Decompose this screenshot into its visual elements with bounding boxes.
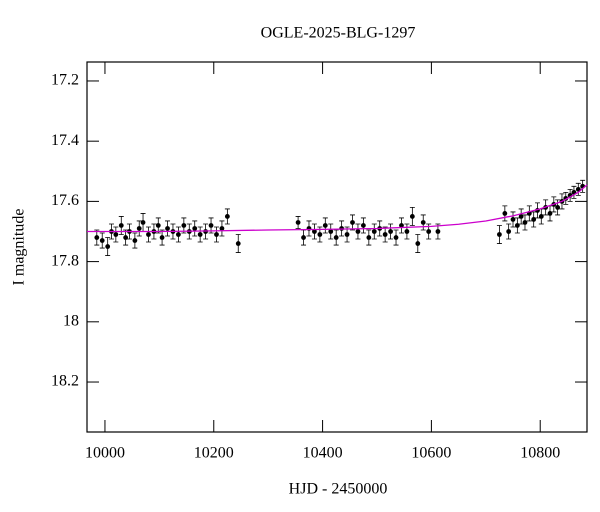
data-point	[132, 238, 138, 243]
x-axis-label: HJD - 2450000	[289, 481, 388, 498]
data-point	[399, 223, 404, 228]
x-tick-label: 10000	[85, 445, 125, 462]
model-curve	[87, 184, 588, 233]
data-point	[328, 229, 334, 234]
data-point	[155, 223, 161, 228]
data-point	[235, 241, 241, 246]
y-tick-label: 18.2	[51, 373, 79, 390]
data-point	[518, 214, 524, 219]
data-point	[118, 223, 124, 228]
data-point	[136, 226, 142, 231]
x-tick-label: 10600	[411, 445, 451, 462]
data-point	[538, 214, 544, 219]
y-tick-label: 17.2	[51, 72, 79, 89]
plot-frame	[86, 61, 588, 433]
x-tick-label: 10200	[194, 445, 234, 462]
data-point	[192, 226, 198, 231]
y-tick-label: 17.6	[51, 192, 79, 209]
data-point	[140, 220, 146, 225]
data-point	[197, 232, 203, 237]
data-point	[317, 232, 323, 237]
data-point	[176, 232, 181, 237]
data-point	[506, 229, 512, 234]
data-point	[214, 232, 219, 237]
data-point	[105, 244, 111, 249]
data-point	[146, 232, 151, 237]
data-point	[94, 235, 100, 240]
data-point	[514, 223, 520, 228]
data-point	[322, 223, 328, 228]
data-point	[350, 220, 355, 225]
data-point	[555, 205, 561, 210]
data-point	[435, 229, 441, 234]
data-point	[113, 232, 119, 237]
x-tick-label: 10400	[303, 445, 343, 462]
x-tick-label: 10800	[520, 445, 560, 462]
data-point	[388, 229, 393, 234]
y-axis-label: I magnitude	[11, 209, 28, 286]
data-point	[371, 229, 377, 234]
data-point	[393, 235, 399, 240]
chart-title: OGLE-2025-BLG-1297	[261, 25, 416, 42]
data-point	[360, 223, 366, 228]
data-point	[497, 232, 502, 237]
data-point	[355, 229, 361, 234]
y-tick-label: 17.4	[51, 132, 79, 149]
data-point	[415, 241, 421, 246]
data-point	[312, 229, 317, 234]
data-point	[420, 220, 426, 225]
data-point	[382, 232, 388, 237]
y-tick-label: 18	[63, 312, 79, 329]
data-point	[295, 220, 301, 225]
data-point	[510, 217, 516, 222]
data-point	[547, 211, 553, 216]
data-point	[409, 214, 415, 219]
data-point	[159, 235, 165, 240]
data-point	[208, 223, 214, 228]
data-point	[224, 214, 230, 219]
data-point	[522, 220, 528, 225]
data-point	[366, 235, 372, 240]
data-point	[344, 232, 350, 237]
y-tick-label: 17.8	[51, 252, 79, 269]
data-point	[165, 226, 170, 231]
data-point	[426, 229, 432, 234]
data-point	[219, 226, 225, 231]
data-point	[502, 211, 508, 216]
data-point	[301, 235, 306, 240]
data-point	[181, 223, 187, 228]
data-point	[333, 235, 339, 240]
data-point	[99, 238, 105, 243]
data-point	[404, 229, 410, 234]
data-point	[123, 235, 129, 240]
data-point	[531, 217, 537, 222]
